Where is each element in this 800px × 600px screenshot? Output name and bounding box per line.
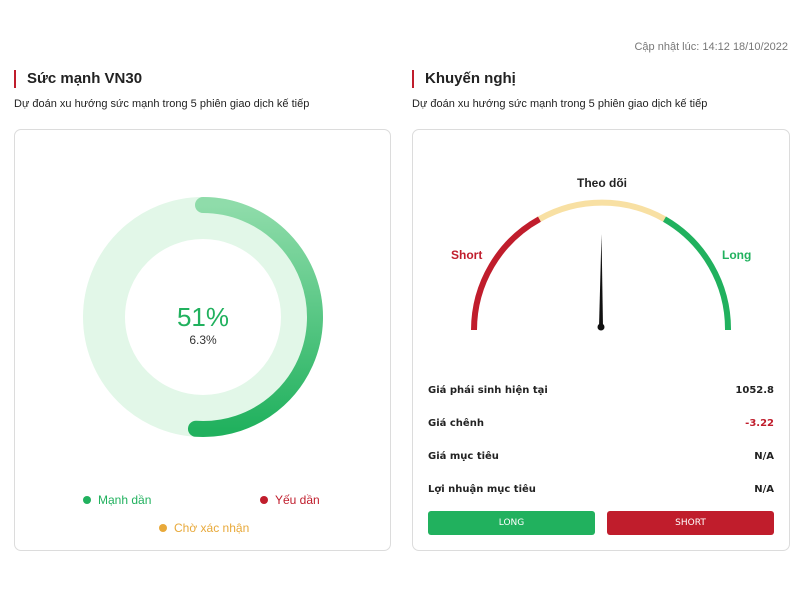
- donut-track: [83, 197, 323, 437]
- row-target-profit-label: Lợi nhuận mục tiêu: [428, 483, 536, 495]
- donut-center: [143, 257, 263, 377]
- legend-strong: Mạnh dần: [83, 493, 151, 507]
- legend-pending: Chờ xác nhận: [159, 521, 249, 535]
- short-button[interactable]: SHORT: [607, 511, 774, 535]
- legend-weak: Yếu dần: [260, 493, 320, 507]
- donut-progress-arc: [187, 197, 323, 437]
- legend-pending-label: Chờ xác nhận: [174, 521, 250, 535]
- gauge-short-arc: [471, 216, 541, 331]
- row-spread: Giá chênh -3.22: [428, 416, 774, 430]
- legend-strong-label: Mạnh dần: [98, 493, 152, 507]
- row-current-price: Giá phái sinh hiện tại 1052.8: [428, 383, 774, 397]
- gauge-watch-arc: [538, 199, 666, 222]
- strength-card: 51% 6.3% Mạnh dần Yếu dần Chờ xác nhận: [14, 129, 391, 551]
- recommend-subtitle: Dự đoán xu hướng sức mạnh trong 5 phiên …: [412, 98, 708, 110]
- strength-title: Sức mạnh VN30: [14, 70, 142, 88]
- legend-weak-label: Yếu dần: [275, 493, 320, 507]
- row-current-price-value: 1052.8: [735, 384, 774, 396]
- long-button[interactable]: LONG: [428, 511, 595, 535]
- legend-weak-dot: [260, 496, 268, 504]
- row-spread-label: Giá chênh: [428, 417, 484, 429]
- legend-strong-dot: [83, 496, 91, 504]
- row-target-profit: Lợi nhuận mục tiêu N/A: [428, 482, 774, 496]
- legend-pending-dot: [159, 524, 167, 532]
- gauge-long-arc: [662, 216, 732, 331]
- row-current-price-label: Giá phái sinh hiện tại: [428, 384, 548, 396]
- row-target-price-value: N/A: [754, 450, 774, 462]
- gauge-needle: [599, 234, 603, 327]
- row-target-price: Giá mục tiêu N/A: [428, 449, 774, 463]
- row-spread-value: -3.22: [745, 417, 774, 429]
- last-updated: Cập nhật lúc: 14:12 18/10/2022: [634, 41, 788, 53]
- row-target-profit-value: N/A: [754, 483, 774, 495]
- strength-secondary: 6.3%: [189, 333, 217, 347]
- gauge-short-label: Short: [451, 248, 483, 262]
- strength-donut: 51% 6.3%: [83, 197, 323, 437]
- recommend-title: Khuyến nghị: [412, 70, 516, 88]
- gauge-pivot: [597, 323, 605, 331]
- recommend-card: Short Theo dõi Long Giá phái sinh hiện t…: [412, 129, 790, 551]
- strength-percent: 51%: [177, 302, 229, 332]
- gauge-watch-label: Theo dõi: [577, 176, 627, 190]
- row-target-price-label: Giá mục tiêu: [428, 450, 499, 462]
- gauge-long-label: Long: [722, 248, 752, 262]
- strength-subtitle: Dự đoán xu hướng sức mạnh trong 5 phiên …: [14, 98, 310, 110]
- recommend-gauge: [471, 199, 732, 331]
